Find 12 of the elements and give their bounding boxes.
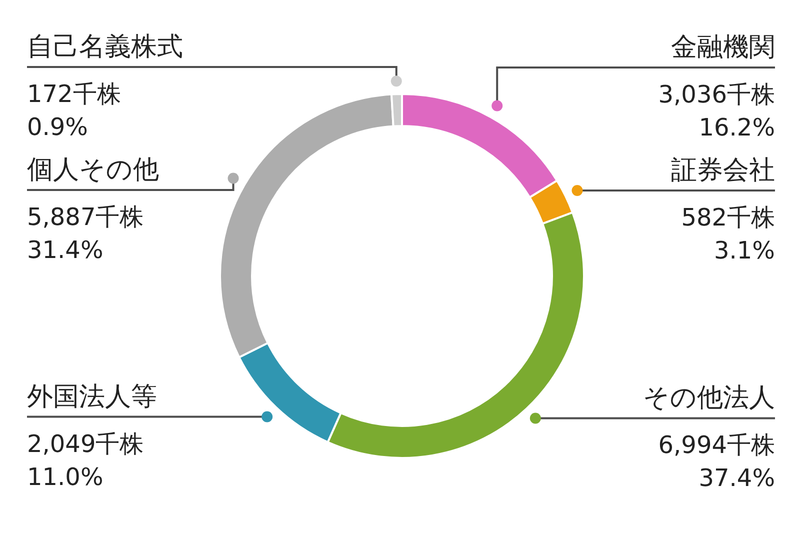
data-label: 2,049千株 11.0%	[27, 430, 144, 491]
slice-label: その他法人	[643, 383, 775, 414]
slice-label: 個人その他	[27, 155, 159, 185]
data-label: 6,994千株 37.4%	[658, 431, 775, 492]
data-label: 3,036千株 16.2%	[658, 80, 775, 142]
data-label: 582千株 3.1%	[681, 203, 775, 264]
slice-label: 自己名義株式	[27, 32, 183, 62]
slice-label: 証券会社	[671, 155, 775, 186]
data-label: 172千株 0.9%	[27, 80, 121, 141]
slice-label: 金融機関	[671, 32, 775, 62]
data-label: 5,887千株 31.4%	[27, 203, 144, 264]
slice-label: 外国法人等	[27, 382, 157, 412]
